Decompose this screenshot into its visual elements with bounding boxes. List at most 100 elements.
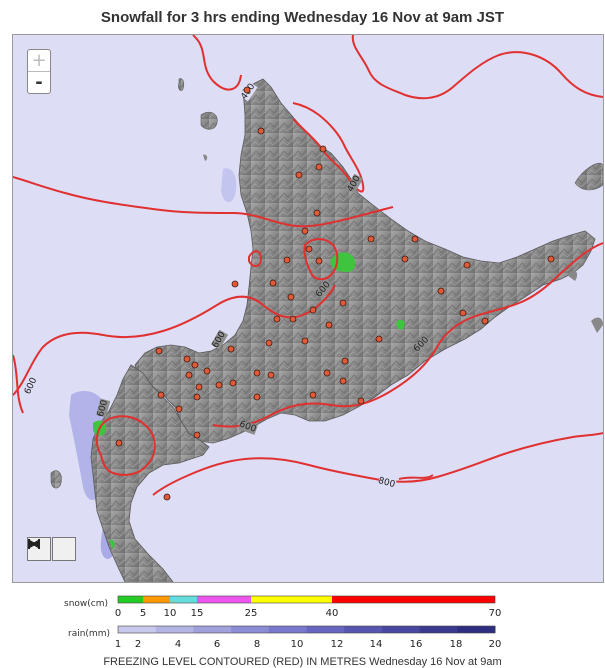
station-marker[interactable] xyxy=(115,439,123,447)
station-marker[interactable] xyxy=(253,393,261,401)
rain-tick-label: 16 xyxy=(409,639,423,650)
station-marker[interactable] xyxy=(295,171,303,179)
kuril-island xyxy=(591,317,603,333)
snow-tick-label: 40 xyxy=(325,608,339,619)
skip-forward-icon xyxy=(28,539,40,549)
station-marker[interactable] xyxy=(481,317,489,325)
legend-bars xyxy=(117,595,496,634)
station-marker[interactable] xyxy=(323,369,331,377)
next-frame-button[interactable] xyxy=(28,537,76,561)
station-marker[interactable] xyxy=(459,309,467,317)
snow-area xyxy=(396,319,405,330)
station-marker[interactable] xyxy=(269,279,277,287)
station-marker[interactable] xyxy=(229,379,237,387)
snow-tick-label: 70 xyxy=(488,608,502,619)
station-marker[interactable] xyxy=(339,377,347,385)
station-marker[interactable] xyxy=(193,393,201,401)
station-marker[interactable] xyxy=(231,280,239,288)
station-marker[interactable] xyxy=(367,235,375,243)
station-marker[interactable] xyxy=(309,391,317,399)
station-marker[interactable] xyxy=(301,337,309,345)
rain-tick-label: 20 xyxy=(488,639,502,650)
snow-legend-swatch xyxy=(118,596,143,603)
snowfall-map[interactable]: 400 400 600 600 600 600 600 600 800 xyxy=(12,34,604,583)
snow-legend-swatch xyxy=(197,596,251,603)
station-marker[interactable] xyxy=(305,245,313,253)
map-canvas[interactable]: 400 400 600 600 600 600 600 600 800 xyxy=(13,35,603,582)
station-marker[interactable] xyxy=(155,347,163,355)
station-marker[interactable] xyxy=(253,369,261,377)
station-marker[interactable] xyxy=(463,261,471,269)
station-marker[interactable] xyxy=(315,163,323,171)
station-marker[interactable] xyxy=(243,86,251,94)
rain-legend-swatch xyxy=(419,626,458,633)
freezing-level-caption: FREEZING LEVEL CONTOURED (RED) IN METRES… xyxy=(103,656,502,668)
station-marker[interactable] xyxy=(375,335,383,343)
station-marker[interactable] xyxy=(289,315,297,323)
oshima-peninsula xyxy=(90,364,210,582)
station-marker[interactable] xyxy=(341,357,349,365)
snow-color-bar xyxy=(117,595,496,604)
contour-label: 600 xyxy=(96,399,110,418)
rain-legend-swatch xyxy=(193,626,232,633)
zoom-in-button[interactable]: + xyxy=(28,50,50,72)
snow-tick-label: 25 xyxy=(244,608,258,619)
rain-area xyxy=(221,168,237,203)
station-marker[interactable] xyxy=(315,257,323,265)
station-marker[interactable] xyxy=(437,287,445,295)
rebun-island xyxy=(178,78,185,91)
rain-legend-swatch xyxy=(231,626,270,633)
rain-tick-label: 12 xyxy=(330,639,344,650)
rain-legend-swatch xyxy=(268,626,307,633)
station-marker[interactable] xyxy=(185,371,193,379)
station-marker[interactable] xyxy=(325,321,333,329)
station-marker[interactable] xyxy=(283,256,291,264)
station-marker[interactable] xyxy=(183,355,191,363)
station-marker[interactable] xyxy=(273,315,281,323)
rain-tick-label: 18 xyxy=(449,639,463,650)
snow-area xyxy=(109,539,115,549)
station-marker[interactable] xyxy=(157,391,165,399)
station-marker[interactable] xyxy=(203,367,211,375)
station-marker[interactable] xyxy=(267,371,275,379)
kuril-island xyxy=(567,270,578,281)
station-marker[interactable] xyxy=(401,255,409,263)
rain-legend-label: rain(mm) xyxy=(68,629,110,639)
station-marker[interactable] xyxy=(257,127,265,135)
rain-legend-swatch xyxy=(155,626,194,633)
snow-tick-label: 10 xyxy=(163,608,177,619)
station-marker[interactable] xyxy=(175,405,183,413)
rain-legend-swatch xyxy=(457,626,496,633)
station-marker[interactable] xyxy=(547,255,555,263)
station-marker[interactable] xyxy=(319,145,327,153)
station-marker[interactable] xyxy=(287,293,295,301)
rain-tick-label: 4 xyxy=(174,639,182,650)
snow-legend-swatch xyxy=(143,596,170,603)
station-marker[interactable] xyxy=(215,381,223,389)
station-markers xyxy=(115,86,555,501)
station-marker[interactable] xyxy=(357,397,365,405)
station-marker[interactable] xyxy=(309,306,317,314)
station-marker[interactable] xyxy=(339,299,347,307)
zoom-out-button[interactable]: - xyxy=(35,72,43,93)
station-marker[interactable] xyxy=(193,431,201,439)
station-marker[interactable] xyxy=(195,383,203,391)
station-marker[interactable] xyxy=(313,209,321,217)
station-marker[interactable] xyxy=(163,493,171,501)
rain-legend-swatch xyxy=(344,626,383,633)
snow-tick-label: 15 xyxy=(190,608,204,619)
rain-legend-swatch xyxy=(306,626,345,633)
station-marker[interactable] xyxy=(411,235,419,243)
station-marker[interactable] xyxy=(227,345,235,353)
zoom-control: + - xyxy=(27,49,51,94)
rain-tick-label: 8 xyxy=(253,639,261,650)
station-marker[interactable] xyxy=(265,339,273,347)
rain-tick-label: 14 xyxy=(369,639,383,650)
snow-tick-label: 0 xyxy=(114,608,122,619)
snow-legend-label: snow(cm) xyxy=(64,599,108,609)
snow-legend-swatch xyxy=(251,596,332,603)
kuril-island xyxy=(574,163,603,191)
station-marker[interactable] xyxy=(301,227,309,235)
contour-label: 800 xyxy=(377,476,396,490)
station-marker[interactable] xyxy=(191,361,199,369)
